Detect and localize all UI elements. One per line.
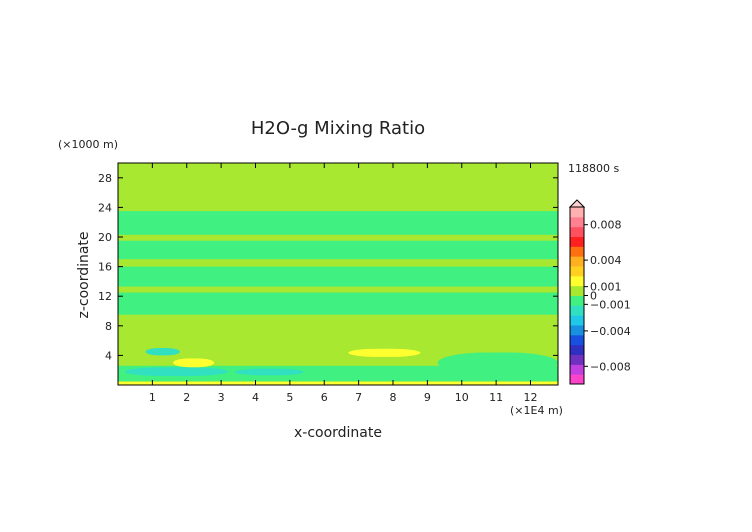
y-tick-label: 24: [98, 201, 112, 214]
x-tick-label: 9: [424, 391, 431, 404]
x-tick-label: 10: [455, 391, 469, 404]
heatmap-feature-6: [173, 358, 215, 368]
y-tick-label: 16: [98, 261, 112, 274]
y-tick-label: 8: [105, 320, 112, 333]
heatmap-feature-1: [118, 365, 558, 382]
heatmap-feature-7: [241, 349, 290, 358]
x-tick-label: 11: [489, 391, 503, 404]
colorbar-segment: [570, 325, 584, 336]
heatmap-feature-11: [118, 266, 558, 287]
x-tick-label: 1: [149, 391, 156, 404]
x-axis: 1 2 3 4 5 6 7 8 9 10 11 12: [149, 163, 538, 404]
colorbar-segment: [570, 256, 584, 267]
heatmap-feature-0: [118, 381, 558, 385]
colorbar-segment: [570, 315, 584, 326]
colorbar-segment: [570, 226, 584, 237]
plot-frame: [117, 162, 559, 386]
y-tick-label: 12: [98, 290, 112, 303]
heatmap-feature-2: [124, 367, 228, 377]
y-tick-label: 4: [105, 349, 112, 362]
heatmap-feature-13: [118, 211, 558, 235]
x-unit-label: (×1E4 m): [510, 404, 563, 417]
heatmap-feature-5: [145, 348, 180, 356]
colorbar-segment: [570, 334, 584, 346]
x-tick-label: 3: [218, 391, 225, 404]
heatmap-feature-8: [348, 348, 421, 357]
heatmap-feature-3: [234, 368, 304, 376]
colorbar-tick-label: 0.004: [590, 254, 622, 267]
y-axis-label: z-coordinate: [76, 231, 92, 318]
colorbar-segment: [570, 295, 584, 306]
colorbar-extend-arrow: [568, 199, 586, 208]
colorbar-segment: [570, 207, 584, 218]
colorbar-tick-label: 0.008: [590, 219, 622, 232]
colorbar-segment: [570, 305, 584, 316]
y-tick-label: 20: [98, 231, 112, 244]
colorbar-segment: [570, 344, 584, 355]
heatmap-plot-area: [118, 163, 558, 385]
y-axis: 4 8 12 16 20 24 28: [98, 172, 558, 362]
y-tick-label: 28: [98, 172, 112, 185]
x-axis-label: x-coordinate: [294, 425, 382, 441]
y-unit-label: (×1000 m): [58, 138, 118, 151]
colorbar-tick-label: −0.008: [590, 360, 631, 373]
colorbar-tick-label: −0.001: [590, 298, 631, 311]
time-label: 118800 s: [568, 162, 619, 175]
colorbar-segment: [570, 236, 584, 247]
x-tick-label: 6: [321, 391, 328, 404]
colorbar-tick-label: 0: [590, 290, 597, 303]
colorbar-tick-label: 0.001: [590, 281, 622, 294]
colorbar-segment: [570, 275, 584, 287]
x-tick-label: 5: [286, 391, 293, 404]
heatmap-feature-10: [118, 292, 558, 315]
colorbar-segment: [570, 354, 584, 365]
x-tick-label: 4: [252, 391, 259, 404]
x-tick-label: 2: [183, 391, 190, 404]
x-tick-label: 12: [524, 391, 538, 404]
colorbar-segment: [570, 246, 584, 257]
x-tick-label: 7: [355, 391, 362, 404]
heatmap-feature-12: [118, 240, 558, 260]
colorbar-segment: [570, 266, 584, 277]
colorbar-segment: [570, 364, 584, 375]
colorbar-segment: [570, 216, 584, 228]
colorbar-tick-label: −0.004: [590, 325, 631, 338]
heatmap-feature-9: [317, 324, 352, 332]
chart-title: H2O-g Mixing Ratio: [251, 118, 425, 139]
heatmap-feature-4: [437, 352, 558, 374]
x-tick-label: 8: [390, 391, 397, 404]
colorbar-segment: [570, 285, 584, 296]
colorbar-segment: [570, 374, 584, 385]
